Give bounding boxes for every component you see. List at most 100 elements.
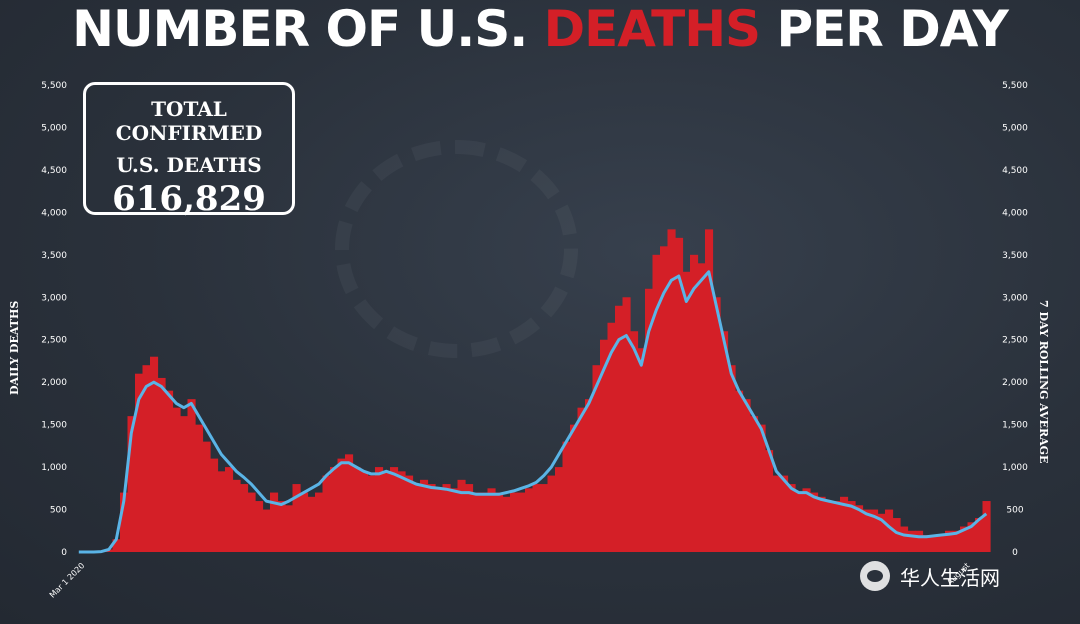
daily-death-bar — [862, 509, 871, 552]
y-tick-left: 0 — [61, 548, 67, 558]
daily-death-bar — [637, 348, 646, 552]
daily-death-bar — [172, 407, 181, 552]
daily-death-bar — [277, 501, 286, 552]
y-tick-left: 4,000 — [41, 208, 67, 218]
daily-death-bar — [727, 365, 736, 552]
y-tick-left: 2,500 — [41, 336, 67, 346]
daily-death-bar — [570, 424, 579, 552]
daily-death-bar — [757, 424, 766, 552]
daily-death-bar — [555, 467, 564, 552]
daily-death-bar — [337, 458, 346, 552]
daily-death-bar — [165, 390, 174, 552]
daily-death-bar — [382, 471, 391, 552]
y-tick-left: 3,000 — [41, 293, 67, 303]
daily-death-bar — [780, 475, 789, 552]
daily-death-bar — [765, 450, 774, 552]
daily-death-bar — [667, 229, 676, 552]
daily-death-bar — [832, 501, 841, 552]
daily-death-bar — [352, 467, 361, 552]
daily-death-bar — [675, 237, 684, 552]
daily-death-bar — [690, 254, 699, 552]
daily-death-bar — [232, 479, 241, 552]
daily-death-bar — [945, 530, 954, 552]
daily-death-bar — [652, 254, 661, 552]
y-tick-left: 1,000 — [41, 463, 67, 473]
total-deaths-badge: TOTAL CONFIRMED U.S. DEATHS 616,829 — [83, 82, 295, 219]
y-tick-right: 4,500 — [1002, 166, 1028, 176]
daily-death-bar — [892, 518, 901, 552]
daily-death-bar — [922, 535, 931, 552]
y-tick-left: 3,500 — [41, 251, 67, 261]
daily-death-bar — [247, 492, 256, 552]
daily-death-bar — [885, 509, 894, 552]
daily-death-bar — [525, 488, 534, 552]
daily-death-bar — [187, 399, 196, 552]
daily-death-bar — [562, 441, 571, 552]
daily-death-bar — [397, 471, 406, 552]
y-tick-right: 4,000 — [1002, 208, 1028, 218]
daily-death-bar — [532, 484, 541, 552]
daily-death-bar — [742, 399, 751, 552]
daily-death-bar — [420, 479, 429, 552]
daily-death-bar — [697, 263, 706, 552]
daily-death-bar — [427, 484, 436, 552]
daily-death-bar — [240, 484, 249, 552]
daily-death-bar — [502, 496, 511, 552]
daily-death-bar — [270, 492, 279, 552]
y-tick-left: 2,000 — [41, 378, 67, 388]
daily-death-bar — [772, 475, 781, 552]
badge-line-1: TOTAL CONFIRMED — [115, 97, 263, 145]
y-tick-right: 3,500 — [1002, 251, 1028, 261]
daily-death-bar — [982, 501, 991, 552]
daily-death-bar — [360, 471, 369, 552]
daily-death-bar — [450, 488, 459, 552]
daily-death-bar — [750, 416, 759, 552]
y-tick-right: 3,000 — [1002, 293, 1028, 303]
x-tick-first: Mar 1 2020 — [48, 561, 87, 600]
daily-death-bar — [787, 484, 796, 552]
daily-death-bar — [630, 331, 639, 552]
daily-death-bar — [967, 522, 976, 552]
y-tick-right: 5,000 — [1002, 123, 1028, 133]
chart-title: NUMBER OF U.S. DEATHS PER DAY — [0, 0, 1080, 60]
daily-death-bar — [930, 535, 939, 552]
wechat-icon — [860, 561, 890, 591]
daily-death-bar — [285, 505, 294, 552]
daily-death-bar — [375, 467, 384, 552]
daily-death-bar — [300, 492, 309, 552]
y-tick-right: 5,500 — [1002, 81, 1028, 91]
badge-line-2: U.S. DEATHS — [116, 153, 262, 177]
daily-death-bar — [937, 535, 946, 552]
daily-death-bar — [330, 467, 339, 552]
daily-death-bar — [735, 390, 744, 552]
daily-death-bar — [540, 484, 549, 552]
daily-death-bar — [915, 530, 924, 552]
daily-death-bar — [877, 513, 886, 552]
daily-death-bar — [870, 509, 879, 552]
daily-death-bar — [120, 492, 129, 552]
daily-death-bar — [210, 458, 219, 552]
daily-death-bar — [907, 530, 916, 552]
daily-death-bar — [480, 492, 489, 552]
daily-death-bar — [802, 488, 811, 552]
daily-death-bar — [367, 475, 376, 552]
y-tick-right: 1,500 — [1002, 421, 1028, 431]
daily-death-bar — [615, 305, 624, 552]
watermark: 华人生活网 — [860, 558, 1060, 594]
daily-death-bar — [157, 377, 166, 552]
y-tick-left: 4,500 — [41, 166, 67, 176]
daily-death-bar — [412, 484, 421, 552]
daily-death-bar — [705, 229, 714, 552]
daily-death-bar — [712, 297, 721, 552]
daily-death-bar — [592, 365, 601, 552]
daily-death-bar — [150, 356, 159, 552]
daily-death-bar — [465, 484, 474, 552]
daily-death-bar — [315, 492, 324, 552]
y-tick-right: 1,000 — [1002, 463, 1028, 473]
y-tick-left: 5,500 — [41, 81, 67, 91]
daily-death-bar — [975, 518, 984, 552]
daily-death-bar — [217, 471, 226, 552]
daily-death-bar — [487, 488, 496, 552]
daily-death-bar — [660, 246, 669, 552]
